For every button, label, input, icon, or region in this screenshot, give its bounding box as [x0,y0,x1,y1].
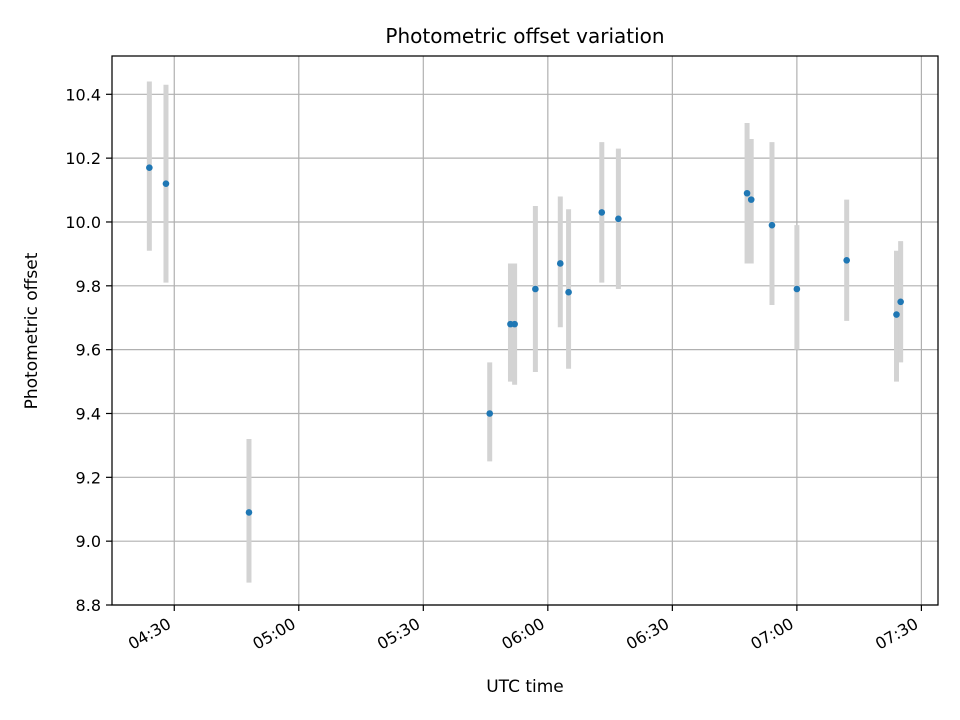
data-point [486,410,494,417]
data-point [565,288,572,296]
data-point [511,320,518,328]
data-point [793,285,801,293]
data-point [532,285,539,293]
data-point [162,180,170,187]
y-tick-label: 9.2 [76,468,101,487]
y-tick-label: 10.2 [65,149,101,168]
y-tick-label: 8.8 [76,596,101,615]
data-point [743,189,751,197]
data-point [897,298,904,306]
data-point [598,209,606,216]
data-point [893,311,900,318]
data-point [747,196,755,203]
y-tick-label: 10.0 [65,213,101,232]
data-point [146,164,153,172]
y-tick-label: 9.8 [76,277,101,296]
data-point [615,215,622,223]
x-axis-title: UTC time [486,677,564,697]
data-point [768,221,776,229]
plot-frame [111,55,939,606]
y-tick-label: 9.6 [76,341,101,360]
y-axis-title: Photometric offset [22,252,42,409]
data-point [843,256,850,264]
y-tick-label: 10.4 [65,85,101,104]
data-points [146,81,904,583]
chart-title: Photometric offset variation [385,24,664,48]
data-point [556,260,564,267]
y-tick-label: 9.0 [76,532,101,551]
data-point [245,509,253,516]
y-tick-label: 9.4 [76,404,101,423]
